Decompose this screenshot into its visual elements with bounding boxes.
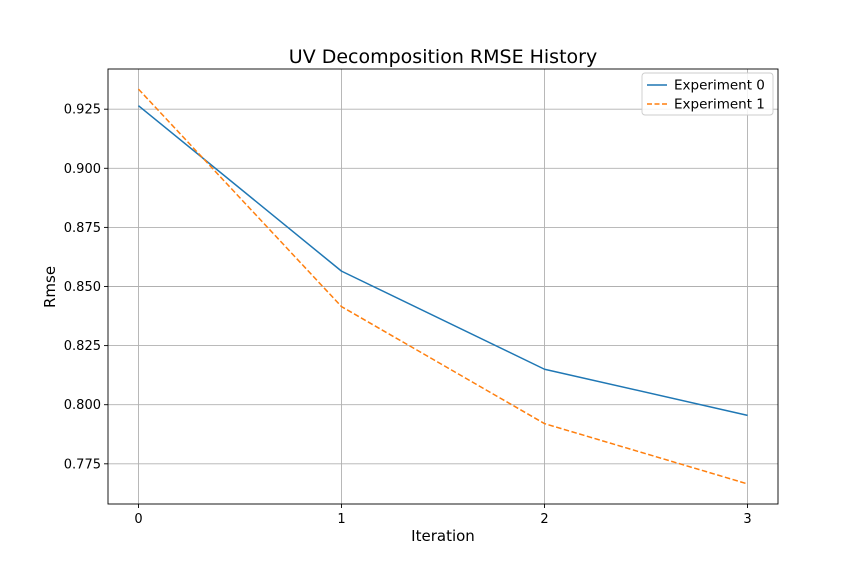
legend-label-experiment-0: Experiment 0: [674, 78, 765, 94]
y-tick-label: 0.925: [64, 103, 101, 118]
grid-layer: [108, 69, 778, 504]
y-tick-label: 0.875: [64, 221, 101, 236]
x-tick-label: 2: [540, 512, 548, 527]
x-axis-label: Iteration: [411, 527, 475, 545]
x-tick-label: 1: [337, 512, 345, 527]
y-tick-label: 0.775: [64, 457, 101, 472]
y-tick-label: 0.900: [64, 162, 101, 177]
y-tick-label: 0.850: [64, 280, 101, 295]
legend: Experiment 0 Experiment 1: [641, 72, 774, 116]
series-line-experiment-0: [137, 105, 748, 417]
tick-layer: 0 1 2 3 0.775 0.800 0.825 0.850 0.875 0.900 0.925: [64, 103, 752, 527]
legend-label-experiment-1: Experiment 1: [674, 97, 765, 113]
y-tick-label: 0.825: [64, 339, 101, 354]
y-axis-label: Rmse: [41, 266, 59, 308]
x-tick-label: 0: [134, 512, 142, 527]
x-tick-label: 3: [743, 512, 751, 527]
y-tick-label: 0.800: [64, 398, 101, 413]
series-line-experiment-1: [137, 88, 748, 485]
series-layer: [137, 88, 748, 485]
chart-title: UV Decomposition RMSE History: [289, 46, 597, 68]
legend-box: [641, 72, 774, 116]
